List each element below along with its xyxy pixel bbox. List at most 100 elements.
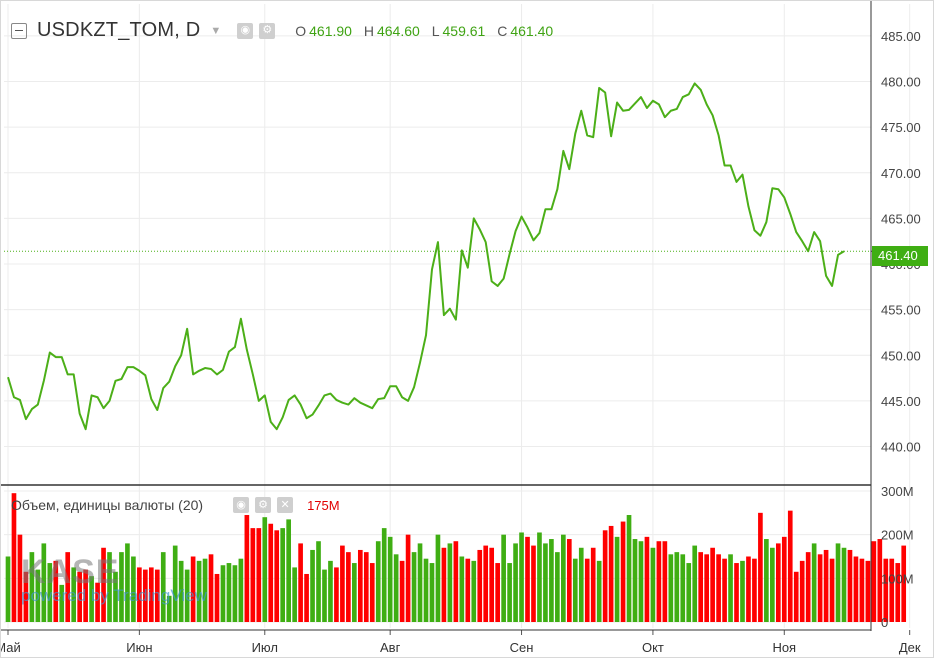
volume-bar bbox=[411, 552, 417, 622]
volume-bar bbox=[166, 595, 172, 622]
volume-bar bbox=[328, 560, 333, 622]
volume-bar bbox=[184, 569, 190, 622]
price-tick-label: 475.00 bbox=[881, 120, 921, 135]
volume-bar bbox=[447, 543, 453, 622]
volume-title[interactable]: Объем, единицы валюты (20) bbox=[11, 497, 204, 513]
volume-bar bbox=[728, 554, 733, 622]
volume-bar bbox=[650, 547, 656, 622]
price-tick-label: 455.00 bbox=[881, 303, 921, 318]
volume-bar bbox=[172, 545, 178, 622]
volume-bar bbox=[752, 558, 757, 622]
volume-bar bbox=[787, 510, 793, 622]
volume-bar bbox=[101, 547, 106, 622]
volume-bar bbox=[847, 549, 853, 622]
volume-bar bbox=[734, 563, 739, 622]
volume-bar bbox=[495, 563, 500, 622]
volume-bar bbox=[202, 558, 208, 622]
volume-tick-label: 100M bbox=[881, 571, 914, 586]
volume-bar bbox=[644, 536, 650, 622]
volume-bar bbox=[35, 569, 41, 622]
volume-bar bbox=[489, 547, 495, 622]
volume-bar bbox=[95, 582, 100, 622]
symbol-label[interactable]: USDKZT_TOM, D bbox=[37, 19, 201, 41]
volume-bar bbox=[543, 543, 548, 622]
volume-bar bbox=[148, 567, 154, 622]
volume-bar bbox=[704, 554, 709, 622]
volume-bar bbox=[280, 528, 286, 622]
volume-bar bbox=[519, 532, 524, 622]
volume-bar bbox=[626, 515, 632, 622]
close-label: C bbox=[497, 22, 508, 39]
volume-bar bbox=[584, 558, 590, 622]
volume-bar bbox=[501, 534, 506, 622]
open-label: O bbox=[295, 22, 307, 39]
time-tick-label: Июн bbox=[126, 640, 152, 655]
volume-legend: Объем, единицы валюты (20) ◉ ⚙ ✕ 175M bbox=[11, 497, 340, 513]
volume-bar bbox=[770, 547, 775, 622]
volume-bar bbox=[322, 569, 327, 622]
volume-bar bbox=[29, 552, 35, 622]
volume-bar bbox=[423, 558, 429, 622]
price-tick-label: 480.00 bbox=[881, 75, 921, 90]
volume-bar bbox=[375, 541, 381, 622]
gear-icon[interactable]: ⚙ bbox=[255, 497, 272, 513]
volume-bar bbox=[817, 554, 823, 622]
volume-bar bbox=[871, 541, 877, 622]
volume-bar bbox=[531, 545, 536, 622]
volume-bar bbox=[555, 552, 560, 622]
volume-bar bbox=[47, 563, 53, 622]
last-price-badge: 461.40 bbox=[872, 246, 928, 266]
volume-bar bbox=[292, 567, 297, 622]
volume-bar bbox=[453, 541, 459, 622]
volume-bar bbox=[889, 558, 895, 622]
volume-tick-label: 200M bbox=[881, 528, 914, 543]
volume-bar bbox=[758, 512, 763, 622]
price-tick-label: 440.00 bbox=[881, 440, 921, 455]
volume-bar bbox=[352, 563, 357, 622]
time-tick-label: Ноя bbox=[772, 640, 796, 655]
volume-bar bbox=[596, 560, 602, 622]
volume-bar bbox=[668, 554, 674, 622]
eye-icon[interactable]: ◉ bbox=[237, 22, 254, 39]
volume-bar bbox=[710, 547, 715, 622]
volume-bar bbox=[310, 549, 315, 622]
volume-bar bbox=[465, 558, 471, 622]
volume-bar bbox=[53, 560, 59, 622]
volume-bar bbox=[441, 547, 447, 622]
volume-bar bbox=[775, 543, 781, 622]
volume-bar bbox=[11, 493, 17, 622]
volume-bar bbox=[160, 552, 166, 622]
volume-bar bbox=[746, 556, 751, 622]
collapse-icon[interactable] bbox=[11, 22, 27, 39]
gear-icon[interactable]: ⚙ bbox=[259, 22, 276, 39]
volume-bar bbox=[602, 530, 608, 622]
volume-bar bbox=[805, 552, 811, 622]
volume-bar bbox=[829, 558, 835, 622]
volume-bar bbox=[399, 560, 405, 622]
volume-bar bbox=[393, 554, 399, 622]
volume-bar bbox=[674, 552, 680, 622]
volume-bar bbox=[477, 549, 483, 622]
volume-bar bbox=[190, 556, 196, 622]
volume-bar bbox=[799, 560, 805, 622]
volume-bar bbox=[471, 560, 477, 622]
volume-bar bbox=[823, 549, 829, 622]
volume-bar bbox=[811, 543, 817, 622]
eye-icon[interactable]: ◉ bbox=[233, 497, 250, 513]
volume-bar bbox=[369, 563, 375, 622]
volume-bar bbox=[346, 552, 351, 622]
volume-value: 175M bbox=[307, 497, 340, 513]
time-tick-label: Дек bbox=[899, 640, 921, 655]
volume-bar bbox=[196, 560, 202, 622]
low-label: L bbox=[431, 22, 440, 39]
volume-bar bbox=[334, 567, 339, 622]
close-icon[interactable]: ✕ bbox=[277, 497, 294, 513]
volume-bar bbox=[89, 576, 94, 622]
low-value: 459.61 bbox=[442, 22, 486, 39]
high-label: H bbox=[363, 22, 374, 39]
dropdown-icon[interactable]: ▼ bbox=[210, 24, 222, 37]
volume-bar bbox=[781, 536, 787, 622]
volume-bar bbox=[549, 539, 554, 622]
